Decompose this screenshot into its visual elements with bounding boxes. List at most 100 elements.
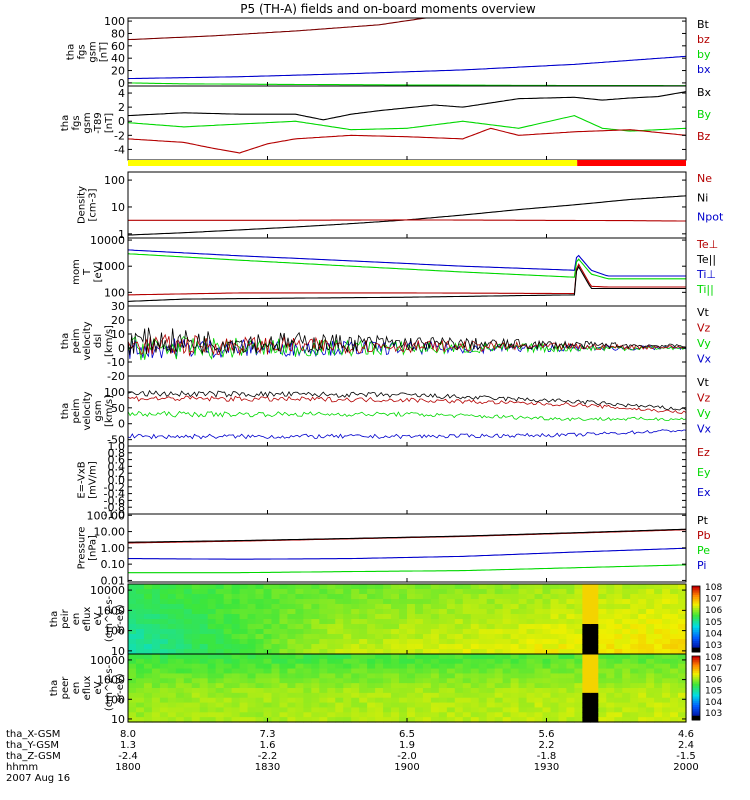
spectrogram-cell [526, 663, 536, 670]
spectrogram-cell [271, 707, 281, 713]
y-axis-label: momT[eV] [71, 259, 104, 285]
spectrogram-cell [622, 717, 631, 723]
spectrogram-cell [303, 717, 312, 723]
spectrogram-cell [630, 658, 639, 665]
spectrogram-cell [175, 658, 185, 665]
spectrogram-cell [383, 639, 392, 645]
spectrogram-cell [407, 619, 416, 625]
spectrogram-cell [255, 649, 265, 655]
spectrogram-cell [590, 692, 599, 699]
spectrogram-cell [327, 604, 336, 610]
y-tick-label: -10 [107, 356, 125, 369]
colorbar-swatch [692, 627, 700, 631]
spectrogram-cell [295, 697, 304, 704]
spectrogram-cell [590, 702, 599, 709]
spectrogram-cell [510, 702, 520, 709]
spectrogram-cell [407, 697, 416, 704]
colorbar-label: 104 [705, 698, 722, 708]
spectrogram-cell [143, 683, 153, 689]
colorbar-label: 106 [705, 606, 722, 616]
spectrogram-cell [343, 678, 352, 684]
spectrogram-cell [327, 639, 336, 645]
spectrogram-cell [550, 649, 560, 655]
spectrogram-cell [319, 683, 328, 689]
spectrogram-cell [526, 692, 536, 699]
spectrogram-cell [662, 678, 671, 684]
spectrogram-cell [407, 702, 416, 709]
y-axis-label-word: peer [60, 676, 71, 700]
spectrogram-cell [128, 673, 137, 679]
spectrogram-cell [542, 707, 552, 713]
spectrogram-cell [438, 624, 448, 630]
spectrogram-cell [271, 678, 281, 684]
spectrogram-cell [303, 639, 312, 645]
spectrogram-cell [167, 678, 177, 684]
spectrogram-cell [414, 609, 424, 615]
spectrogram-cell [151, 594, 161, 600]
spectrogram-cell [159, 658, 169, 665]
y-tick-label: 0.0 [108, 474, 126, 487]
spectrogram-cell [414, 688, 424, 694]
spectrogram-cell [351, 683, 360, 689]
spectrogram-cell [167, 619, 177, 625]
spectrogram-cell [630, 692, 639, 699]
spectrogram-cell [215, 678, 225, 684]
spectrogram-cell [271, 688, 281, 694]
spectrogram-cell [574, 584, 583, 590]
series-Ti|| [127, 253, 686, 280]
spectrogram-cell [175, 584, 185, 590]
spectrogram-cell [343, 654, 352, 660]
spectrogram-cell [287, 629, 296, 635]
series-Ti⊥ [127, 249, 686, 277]
spectrogram-cell [183, 589, 193, 595]
spectrogram-cell [598, 702, 607, 709]
spectrogram-cell [327, 649, 336, 655]
series-bz [127, 17, 686, 41]
spectrogram-cell [598, 688, 607, 694]
spectrogram-cell [207, 673, 217, 679]
spectrogram-cell [199, 644, 209, 650]
spectrogram-cell [159, 649, 169, 655]
spectrogram-cell [128, 663, 137, 670]
spectrogram-cell [175, 668, 185, 675]
spectrogram-cell [510, 717, 520, 723]
spectrogram-cell [478, 697, 488, 704]
spectrogram-cell [606, 688, 615, 694]
spectrogram-cell [159, 707, 169, 713]
spectrogram-cell [422, 678, 432, 684]
spectrogram-cell [343, 658, 352, 665]
spectrogram-cell [223, 644, 233, 650]
spectrogram-cell [638, 702, 647, 709]
spectrogram-cell [606, 658, 615, 665]
spectrogram-cell [462, 639, 472, 645]
spectrogram-cell [494, 692, 504, 699]
spectrogram-cell [654, 639, 663, 645]
spectrogram-cell [678, 594, 687, 600]
spectrogram-cell [255, 663, 265, 670]
spectrogram-cell [279, 604, 289, 610]
spectrogram-cell [422, 589, 432, 595]
y-tick-label: 1000 [97, 260, 125, 273]
spectrogram-cell [422, 604, 432, 610]
spectrogram-cell [670, 692, 679, 699]
spectrogram-cell [638, 683, 647, 689]
spectrogram-cell [582, 644, 591, 650]
spectrogram-cell [319, 609, 328, 615]
y-tick-label: 1.0 [108, 440, 126, 453]
spectrogram-cell [590, 683, 599, 689]
spectrogram-cell [183, 649, 193, 655]
spectrogram-cell [167, 683, 177, 689]
spectrogram-cell [598, 619, 607, 625]
spectrogram-cell [558, 584, 568, 590]
series-Vz [127, 395, 687, 414]
spectrogram-cell [311, 629, 320, 635]
spectrogram-cell [670, 614, 679, 620]
series-Vx [127, 429, 687, 440]
spectrogram-cell [574, 614, 583, 620]
spectrogram-cell [590, 678, 599, 684]
spectrogram-cell [271, 649, 281, 655]
spectrogram-cell [646, 697, 655, 704]
spectrogram-cell [183, 673, 193, 679]
colorbar-swatch [692, 636, 700, 640]
spectrogram-cell [191, 697, 201, 704]
